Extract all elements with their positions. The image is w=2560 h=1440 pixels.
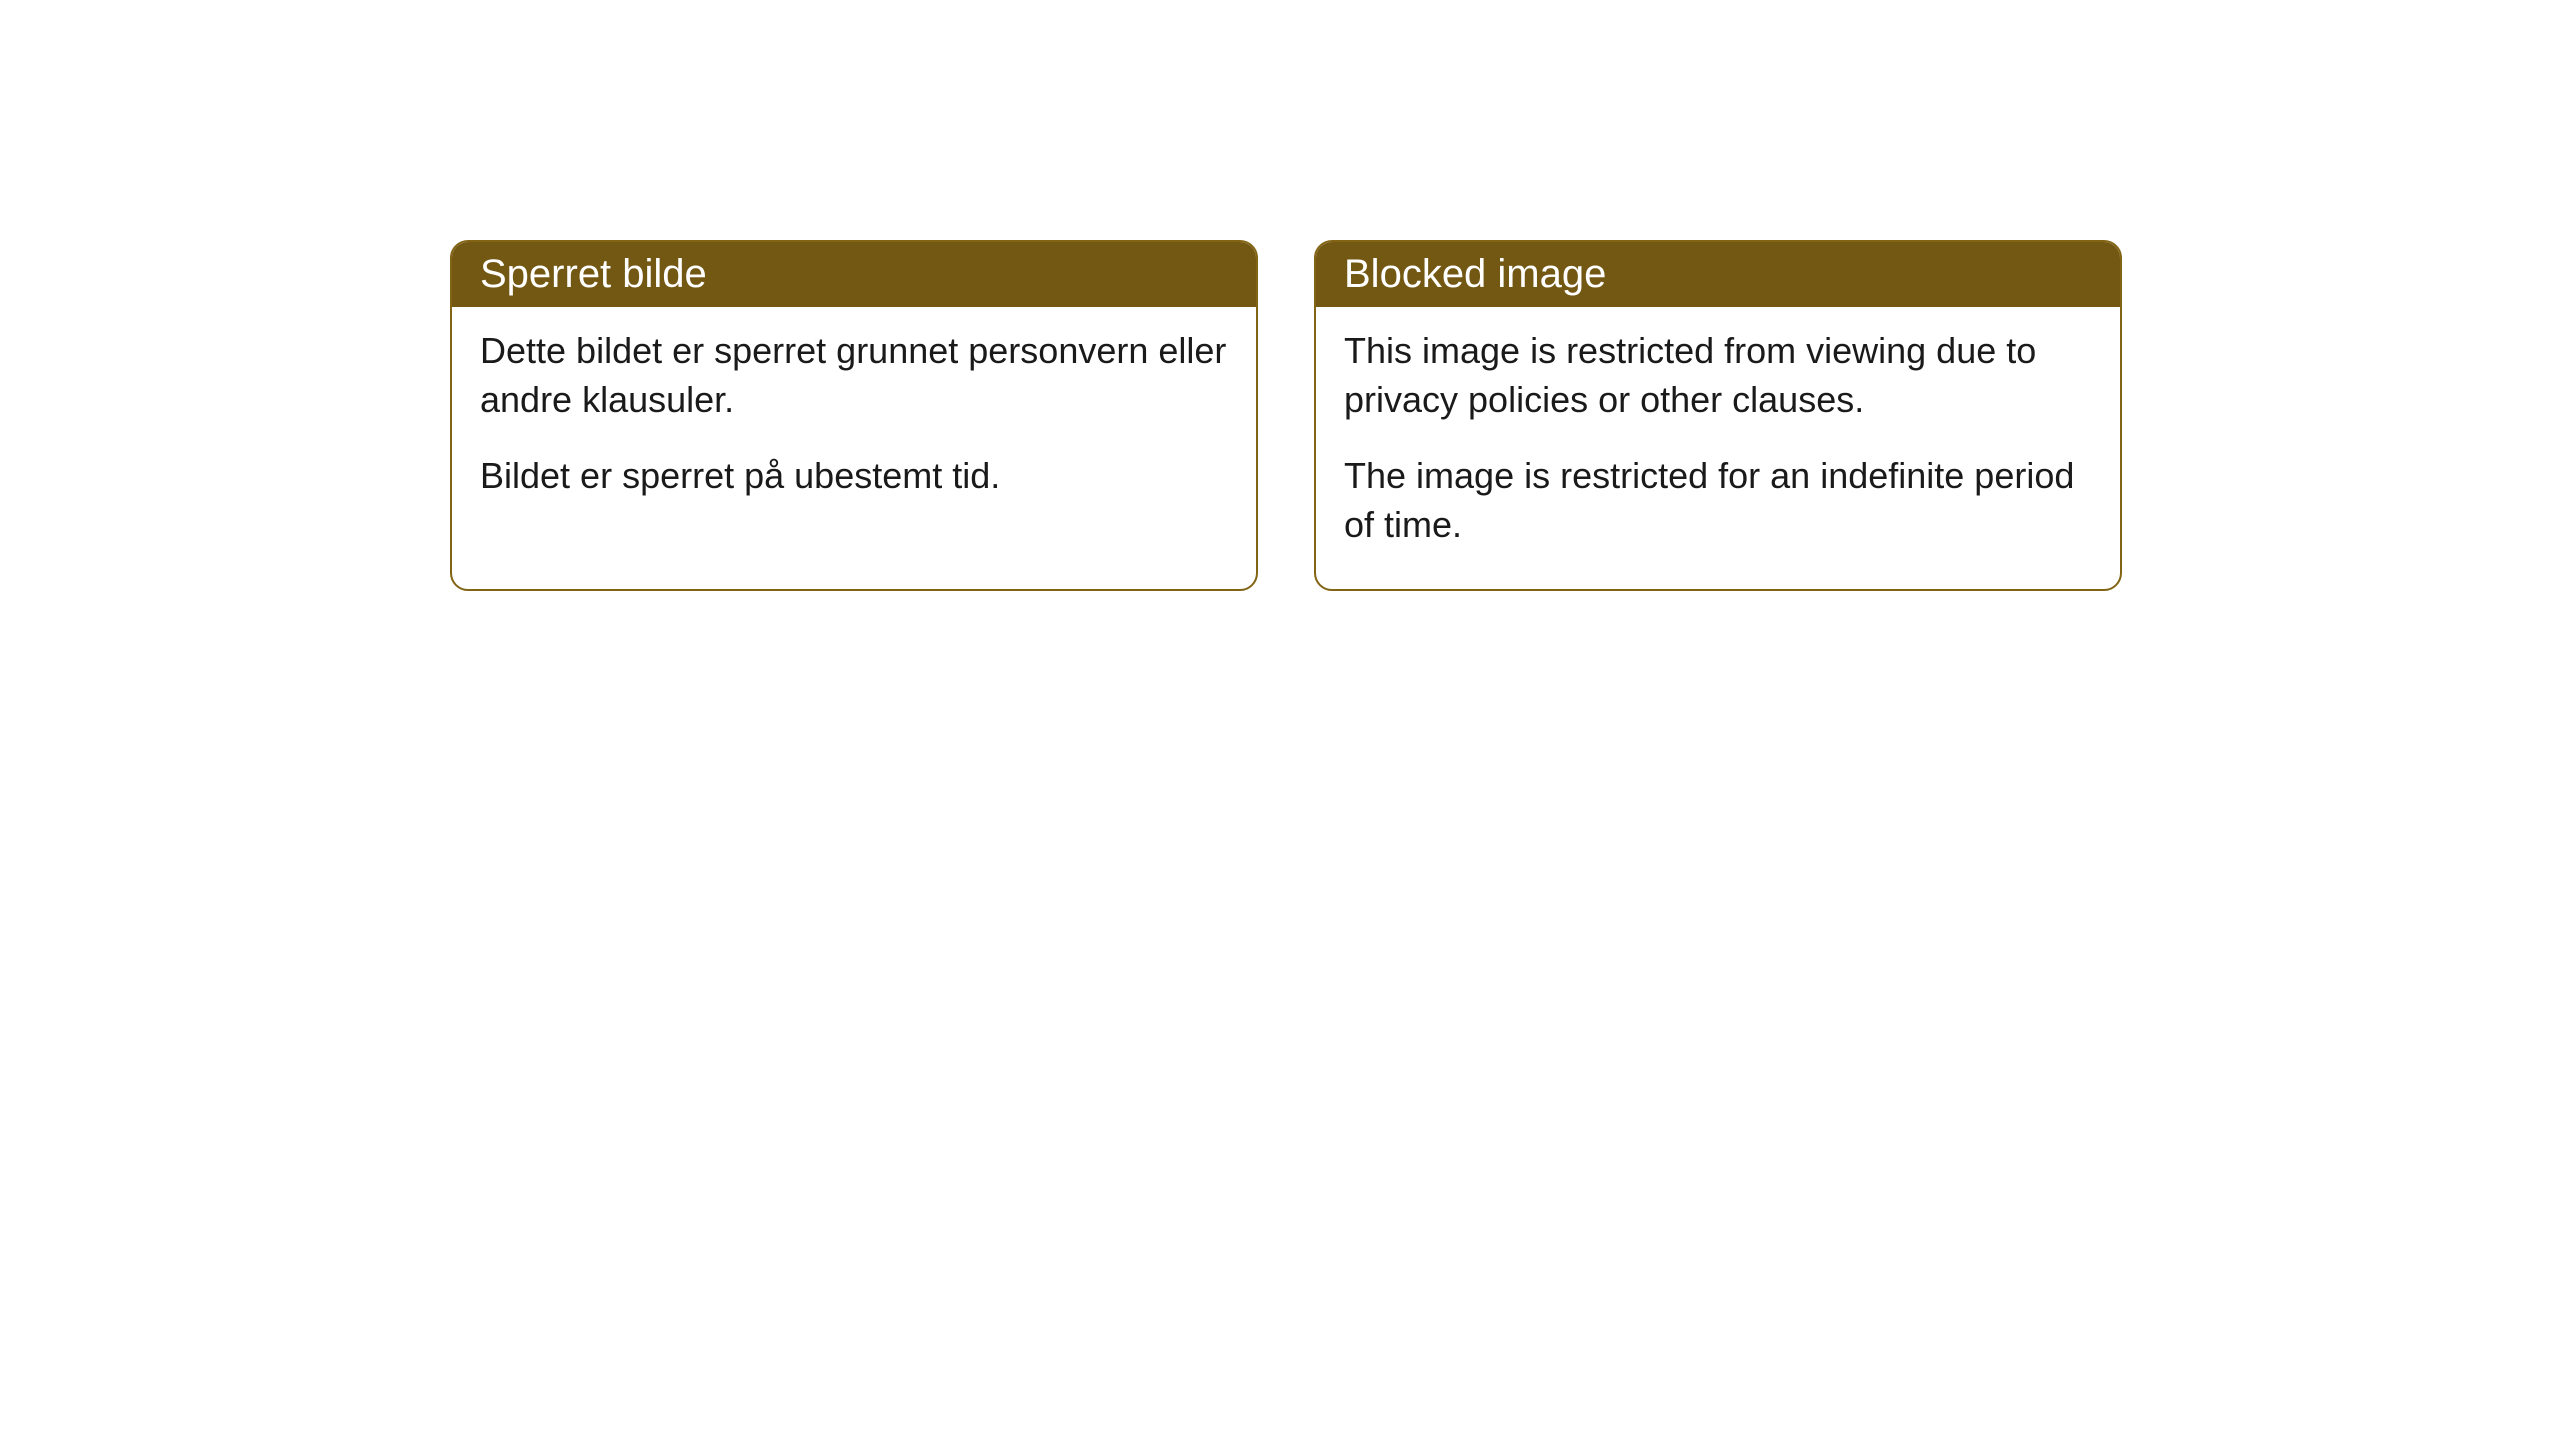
- card-paragraph: This image is restricted from viewing du…: [1344, 327, 2092, 424]
- card-paragraph: Bildet er sperret på ubestemt tid.: [480, 452, 1228, 501]
- card-body-english: This image is restricted from viewing du…: [1316, 307, 2120, 589]
- info-cards-container: Sperret bilde Dette bildet er sperret gr…: [450, 240, 2122, 591]
- card-paragraph: The image is restricted for an indefinit…: [1344, 452, 2092, 549]
- card-title-english: Blocked image: [1316, 242, 2120, 307]
- blocked-image-card-english: Blocked image This image is restricted f…: [1314, 240, 2122, 591]
- card-body-norwegian: Dette bildet er sperret grunnet personve…: [452, 307, 1256, 541]
- card-title-norwegian: Sperret bilde: [452, 242, 1256, 307]
- blocked-image-card-norwegian: Sperret bilde Dette bildet er sperret gr…: [450, 240, 1258, 591]
- card-paragraph: Dette bildet er sperret grunnet personve…: [480, 327, 1228, 424]
